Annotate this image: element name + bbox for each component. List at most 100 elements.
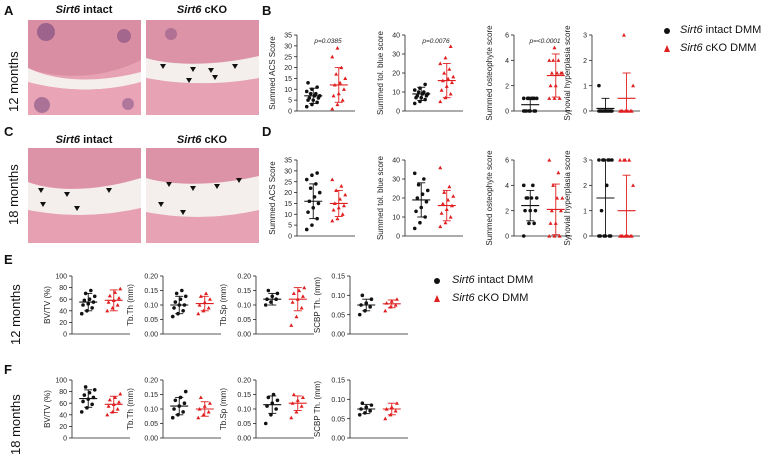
point-f2-cko-5 [207,401,212,405]
y-tick-label-b3-3: 6 [505,33,509,40]
point-b2-cko-1 [443,95,448,100]
y-tick-label-f3-3: 0.15 [237,392,251,399]
point-d4-intact-11 [597,158,601,162]
y-tick-label-e2-4: 0.20 [144,274,158,281]
y-tick-label-b2-2: 20 [392,71,400,78]
point-d2-cko-4 [444,207,449,211]
legend-dot-intact [664,28,670,34]
y-tick-label-b1-6: 30 [284,43,292,50]
point-f2-intact-7 [178,395,183,400]
y-tick-label-e4-0: 0.00 [331,332,345,339]
y-label-d2: Summed tol. blue score [376,155,385,240]
point-f4-cko-5 [394,401,399,405]
y-tick-label-d4-0: 0 [583,234,587,241]
point-e3-cko-4 [295,297,300,301]
point-e4-cko-3 [384,301,389,305]
point-d2-cko-8 [451,194,456,198]
point-b2-cko-5 [449,80,454,85]
point-d3-intact-1 [527,221,531,226]
point-e1-intact-6 [82,298,87,303]
point-e3-intact-3 [265,297,269,302]
panel-label-f: F [4,362,12,377]
point-f4-intact-0 [357,413,362,417]
point-e2-cko-4 [202,300,207,304]
y-tick-label-b4-1: 1 [583,83,587,90]
y-tick-label-b1-2: 10 [284,87,292,94]
point-f2-intact-6 [173,398,178,403]
point-e2-cko-0 [196,311,201,316]
point-b2-intact-12 [418,86,422,90]
point-d1-cko-1 [335,216,340,221]
point-b2-intact-4 [419,95,424,100]
point-f4-cko-1 [388,412,393,417]
point-d4-cko-12 [623,158,628,162]
y-tick-label-f1-4: 80 [59,389,67,396]
point-d4-intact-6 [599,208,604,213]
point-e1-intact-1 [85,309,89,313]
point-e2-cko-1 [201,308,206,313]
y-label-d4: Synovial hyperplasia score [563,150,572,246]
point-d1-cko-4 [336,205,341,210]
y-tick-label-f2-1: 0.05 [144,421,158,428]
point-b4-intact-11 [597,83,601,88]
point-e4-intact-1 [363,309,367,313]
point-f4-intact-5 [369,403,374,407]
y-tick-label-f2-2: 0.10 [144,407,158,414]
point-d2-cko-11 [438,165,443,170]
y-tick-label-d3-3: 6 [505,158,509,165]
y-tick-label-e4-1: 0.05 [331,312,345,319]
y-tick-label-e4-2: 0.10 [331,293,345,300]
point-e2-intact-0 [170,314,175,319]
point-b1-intact-6 [307,96,312,100]
histology-a-intact [28,20,141,115]
y-tick-label-f3-2: 0.10 [237,407,251,414]
point-d1-cko-5 [341,203,346,208]
point-d1-intact-3 [306,210,310,214]
legend-dot-intact [434,278,440,284]
y-tick-label-f1-5: 100 [55,378,67,385]
point-e3-intact-5 [275,291,280,296]
point-b1-cko-3 [331,93,336,98]
point-e1-cko-7 [113,290,118,294]
point-b2-intact-1 [418,99,422,104]
legend-triangle-cko [434,295,440,302]
point-e3-cko-0 [289,323,294,327]
point-b3-cko-7 [555,71,560,75]
point-b4-cko-7 [625,109,630,113]
y-tick-label-d1-6: 30 [284,168,292,175]
y-label-f1: BV/TV (%) [43,390,52,428]
y-tick-label-e3-3: 0.15 [237,288,251,295]
y-tick-label-b4-2: 2 [583,58,587,65]
arrowheads-a-cko [160,64,238,83]
point-e2-intact-6 [173,300,178,304]
point-d1-intact-5 [316,201,321,206]
point-f2-cko-2 [206,409,211,414]
point-e3-intact-6 [266,288,271,293]
point-f3-intact-1 [269,413,273,417]
point-d3-cko-6 [549,208,554,213]
point-f1-intact-4 [86,397,91,401]
hist-title-a-intact: Sirt6 intact [55,4,113,16]
histology-c-intact [28,148,141,243]
point-f4-cko-3 [384,407,389,411]
y-label-f3: Tb.Sp (mm) [219,388,228,431]
point-d2-intact-0 [412,226,417,231]
y-tick-label-f3-1: 0.05 [237,421,251,428]
point-d2-intact-10 [422,177,426,181]
point-f1-cko-3 [106,404,111,408]
y-tick-label-d3-0: 0 [505,234,509,241]
y-tick-label-f4-2: 0.10 [331,397,345,404]
point-f4-intact-3 [359,407,363,411]
y-tick-label-b1-3: 15 [284,76,292,83]
point-b2-cko-13 [448,44,453,48]
point-d4-intact-3 [598,234,603,238]
y-label-e1: BV/TV (%) [43,286,52,324]
point-b1-cko-7 [338,80,343,85]
point-e3-intact-0 [263,303,268,307]
point-d4-intact-12 [602,158,606,162]
point-b3-cko-4 [553,83,558,88]
y-tick-label-b3-2: 4 [505,58,509,65]
point-e1-intact-0 [79,311,84,316]
point-d1-cko-0 [330,218,335,223]
y-tick-label-d2-3: 30 [392,177,400,184]
